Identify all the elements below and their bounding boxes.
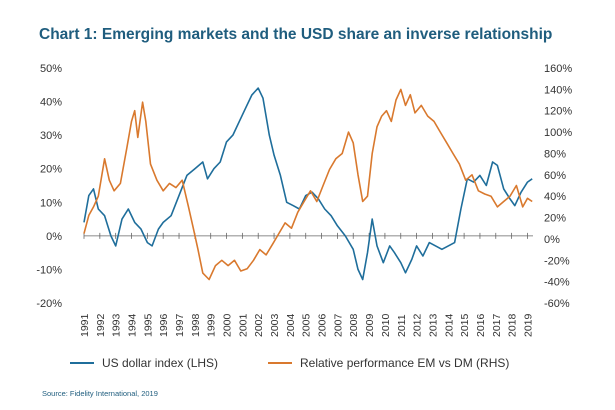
x-tick-label: 2005 <box>301 313 313 337</box>
x-tick-label: 2008 <box>348 313 360 337</box>
x-axis: 1991 1992 1993 1994 1995 1996 1997 1998 1999 2000… <box>79 232 534 337</box>
x-tick-label: 2001 <box>237 313 249 337</box>
right-tick-label: 0% <box>544 234 560 246</box>
right-y-axis: 160% 140% 120% 100% 80% 60% 40% 20% 0% -20% -40% -6… <box>544 63 572 310</box>
right-tick-label: 160% <box>544 63 572 75</box>
legend-label: Relative performance EM vs DM (RHS) <box>300 356 509 370</box>
right-tick-label: 60% <box>544 170 566 182</box>
x-tick-label: 1995 <box>142 313 154 337</box>
x-tick-label: 1992 <box>95 313 107 337</box>
right-tick-label: -40% <box>544 277 570 289</box>
x-tick-label: 2015 <box>459 313 471 337</box>
left-tick-label: 50% <box>40 63 62 75</box>
x-tick-label: 1998 <box>190 313 202 337</box>
x-tick-label: 2000 <box>222 313 234 337</box>
x-tick-label: 2011 <box>396 314 408 337</box>
x-tick-label: 1993 <box>111 313 123 337</box>
right-tick-label: 40% <box>544 191 566 203</box>
left-tick-label: 10% <box>40 197 62 209</box>
legend-label: US dollar index (LHS) <box>102 356 218 370</box>
x-tick-label: 1997 <box>174 313 186 337</box>
right-tick-label: 20% <box>544 213 566 225</box>
x-tick-label: 2009 <box>364 313 376 337</box>
right-tick-label: -20% <box>544 255 570 267</box>
legend: US dollar index (LHS) Relative performanc… <box>70 356 509 370</box>
left-tick-label: 0% <box>46 231 62 243</box>
x-tick-label: 1999 <box>206 313 218 337</box>
x-tick-label: 1994 <box>127 313 139 337</box>
right-tick-label: 80% <box>544 148 566 160</box>
source-note: Source: Fidelity International, 2019 <box>42 389 158 398</box>
left-tick-label: -20% <box>36 298 62 310</box>
x-tick-label: 2013 <box>427 313 439 337</box>
x-tick-label: 2007 <box>332 313 344 337</box>
left-tick-label: 20% <box>40 164 62 176</box>
right-tick-label: 100% <box>544 127 572 139</box>
left-tick-label: -10% <box>36 264 62 276</box>
x-tick-label: 2017 <box>491 313 503 337</box>
series-lines <box>83 87 533 281</box>
left-tick-label: 30% <box>40 130 62 142</box>
x-tick-label: 2004 <box>285 313 297 337</box>
series-line-us-dollar-index <box>83 87 533 281</box>
right-tick-label: 120% <box>544 106 572 118</box>
x-tick-label: 2016 <box>475 313 487 337</box>
x-tick-label: 2019 <box>522 313 534 337</box>
x-tick-label: 2002 <box>253 313 265 337</box>
x-tick-label: 2012 <box>412 313 424 337</box>
x-tick-label: 2006 <box>317 313 329 337</box>
right-tick-label: -60% <box>544 298 570 310</box>
x-tick-label: 2018 <box>507 313 519 337</box>
chart-title: Chart 1: Emerging markets and the USD sh… <box>39 26 553 43</box>
x-tick-label: 2010 <box>380 313 392 337</box>
left-y-axis: 50% 40% 30% 20% 10% 0% -10% -20% <box>36 63 62 310</box>
x-tick-label: 2014 <box>443 313 455 337</box>
right-tick-label: 140% <box>544 84 572 96</box>
x-tick-label: 1991 <box>79 313 91 337</box>
x-tick-label: 2003 <box>269 313 281 337</box>
left-tick-label: 40% <box>40 97 62 109</box>
x-tick-label: 1996 <box>158 313 170 337</box>
series-line-em-vs-dm <box>83 88 533 281</box>
